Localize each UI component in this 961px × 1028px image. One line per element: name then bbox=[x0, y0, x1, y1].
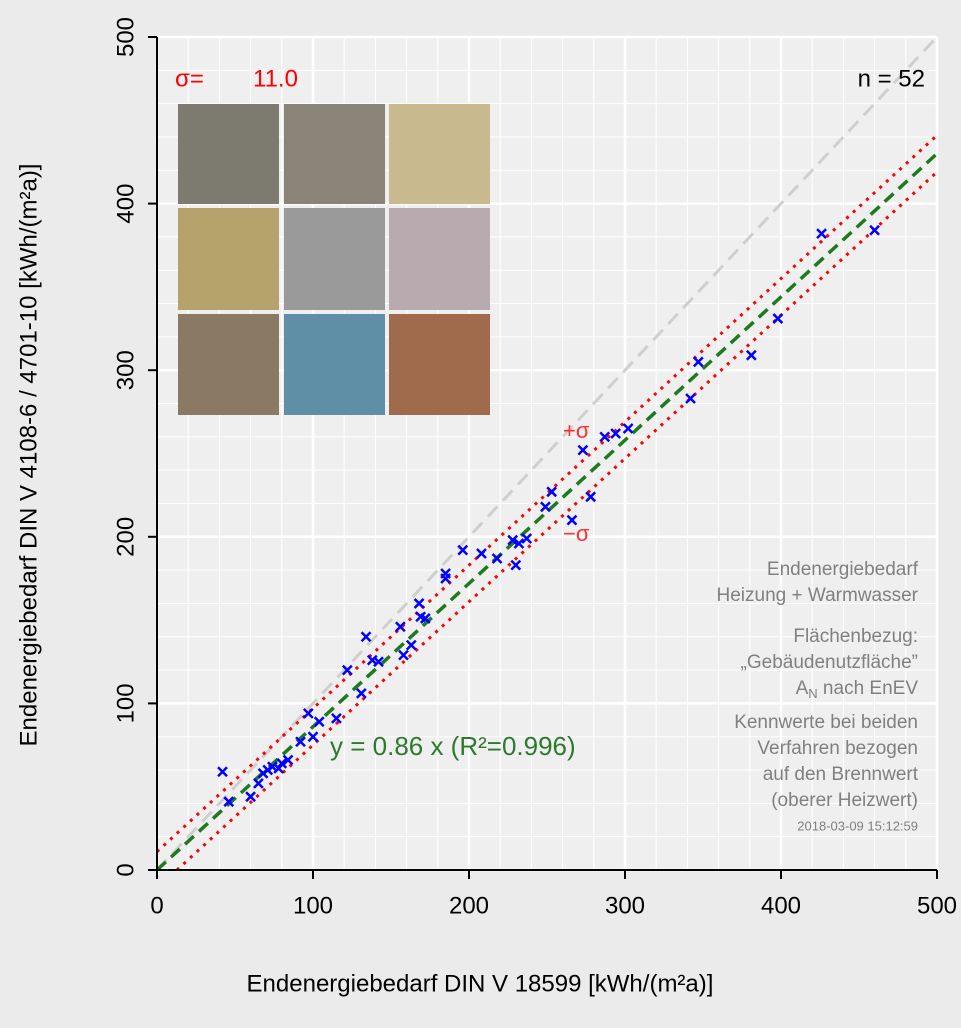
x-tick-label: 500 bbox=[917, 892, 957, 919]
timestamp: 2018-03-09 15:12:59 bbox=[797, 818, 918, 833]
y-tick-label: 400 bbox=[112, 184, 139, 224]
x-tick-label: 100 bbox=[293, 892, 333, 919]
x-tick-label: 0 bbox=[150, 892, 163, 919]
x-tick-label: 200 bbox=[449, 892, 489, 919]
x-tick-label: 300 bbox=[605, 892, 645, 919]
y-tick-label: 500 bbox=[112, 17, 139, 57]
chart: σ= 11.0 n = 52 y = 0.86 x (R²=0.996) +σ … bbox=[0, 0, 961, 1028]
y-tick-label: 100 bbox=[112, 683, 139, 723]
note: „Gebäudenutzfläche” bbox=[741, 652, 918, 673]
x-axis-title: Endenergiebedarf DIN V 18599 [kWh/(m²a)] bbox=[247, 970, 714, 997]
n-label: n = 52 bbox=[858, 65, 925, 92]
y-tick-label: 300 bbox=[112, 350, 139, 390]
y-axis-title: Endenergiebedarf DIN V 4108-6 / 4701-10 … bbox=[15, 164, 42, 747]
y-tick-label: 200 bbox=[112, 517, 139, 557]
note: auf den Brennwert bbox=[763, 764, 919, 785]
fit-label: y = 0.86 x (R²=0.996) bbox=[330, 731, 576, 761]
sigma-label: σ= bbox=[175, 65, 204, 92]
note-part: nach EnEV bbox=[818, 678, 919, 699]
note: Endenergiebedarf bbox=[767, 559, 919, 580]
x-tick-label: 400 bbox=[761, 892, 801, 919]
sigma-value: 11.0 bbox=[253, 65, 298, 92]
note: Kennwerte bei beiden bbox=[734, 712, 918, 733]
minus-sigma: −σ bbox=[563, 521, 590, 546]
note: Flächenbezug: bbox=[793, 626, 918, 647]
plus-sigma: +σ bbox=[563, 418, 590, 443]
note: Heizung + Warmwasser bbox=[717, 585, 919, 606]
y-tick-label: 0 bbox=[112, 863, 139, 876]
note: Verfahren bezogen bbox=[757, 738, 918, 759]
note-part: A bbox=[796, 678, 809, 699]
note: (oberer Heizwert) bbox=[771, 790, 918, 811]
photos bbox=[178, 104, 490, 415]
note-sub: N bbox=[808, 686, 817, 701]
